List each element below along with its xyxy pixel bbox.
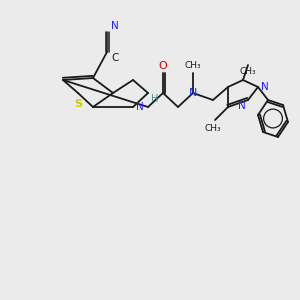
Text: N: N	[238, 101, 246, 111]
Text: CH₃: CH₃	[185, 61, 201, 70]
Text: C: C	[111, 53, 118, 63]
Text: N: N	[261, 82, 269, 92]
Text: CH₃: CH₃	[240, 67, 256, 76]
Text: S: S	[74, 98, 82, 109]
Text: N: N	[136, 102, 144, 112]
Text: O: O	[159, 61, 167, 71]
Text: N: N	[189, 88, 197, 98]
Text: H: H	[151, 94, 158, 104]
Text: N: N	[111, 21, 119, 31]
Text: CH₃: CH₃	[205, 124, 221, 133]
